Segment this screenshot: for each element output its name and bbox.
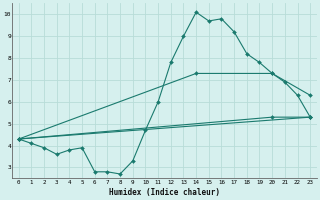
X-axis label: Humidex (Indice chaleur): Humidex (Indice chaleur) [109,188,220,197]
